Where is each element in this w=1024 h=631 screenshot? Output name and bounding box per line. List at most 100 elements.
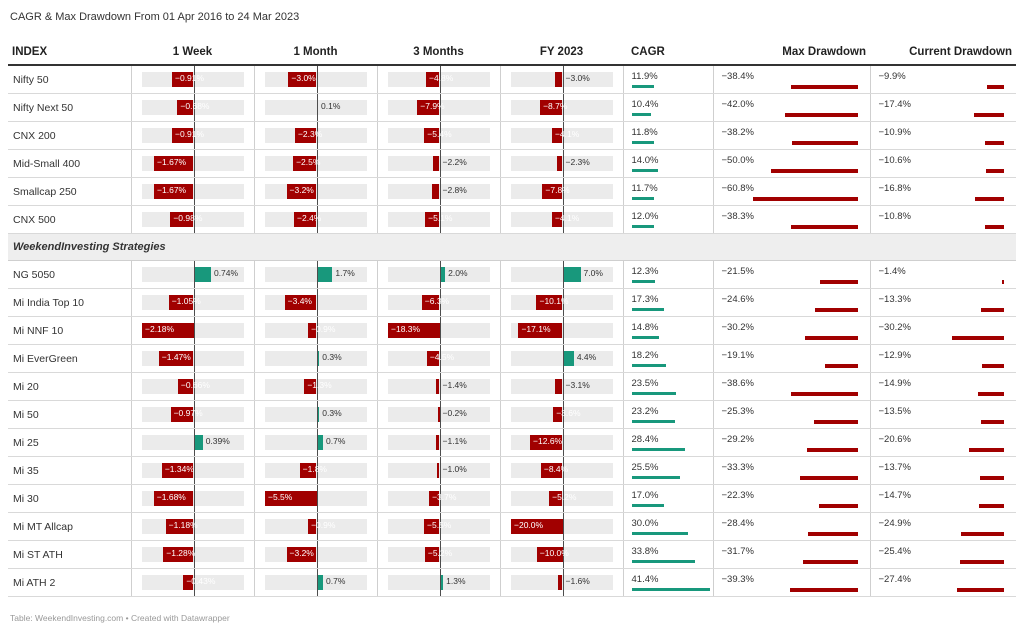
table-row[interactable]: Mi 20 −0.66% −1.3% −1.4% −3.1% 23.5% −38.6% −14… — [8, 372, 1016, 401]
negative-bar — [284, 294, 317, 310]
cagr-bar — [631, 140, 654, 144]
column-header[interactable]: 1 Month — [254, 39, 377, 66]
bar-cell: −0.2% — [377, 400, 501, 429]
zero-line — [562, 540, 564, 568]
drawdown-cell: −30.2% — [870, 316, 1016, 345]
bar-track: −5.5% — [264, 484, 367, 512]
column-header[interactable]: INDEX — [8, 39, 131, 66]
bar-track: 0.74% — [141, 260, 244, 288]
value-label: 7.0% — [583, 267, 603, 278]
cagr-cell: 14.0% — [623, 149, 714, 178]
bar-track: 0.7% — [264, 428, 367, 456]
row-name: CNX 200 — [8, 121, 132, 150]
cagr-value: 11.7% — [631, 182, 658, 194]
bar-track: −18.3% — [387, 316, 490, 344]
zero-line — [439, 512, 441, 540]
table-row[interactable]: Mid-Small 400 −1.67% −2.5% −2.2% −2.3% 14.0% −… — [8, 149, 1016, 178]
negative-bar — [421, 294, 440, 310]
bar-cell: −7.9% — [377, 93, 501, 122]
table-row[interactable]: Nifty 50 −0.91% −3.0% −4.8% −3.0% 11.9% −38.4%… — [8, 65, 1016, 94]
table-row[interactable]: Mi 35 −1.34% −1.8% −1.0% −8.4% 25.5% −33.3% −13… — [8, 456, 1016, 485]
drawdown-cell: −20.6% — [870, 428, 1016, 457]
table-row[interactable]: Mi 50 −0.97% 0.3% −0.2% −3.6% 23.2% −25.3% −13.… — [8, 400, 1016, 429]
table-row[interactable]: Mi India Top 10 −1.05% −3.4% −6.3% −10.1% 17.… — [8, 288, 1016, 317]
zero-line — [316, 288, 318, 316]
zero-line — [562, 316, 564, 344]
table-row[interactable]: Mi 30 −1.68% −5.5% −3.7% −5.2% 17.0% −22.3% −14… — [8, 484, 1016, 513]
drawdown-cell: −38.4% — [713, 65, 871, 94]
bar-cell: −3.0% — [500, 65, 624, 94]
drawdown-value: −28.4% — [721, 517, 755, 529]
zero-line — [562, 260, 564, 288]
bar-cell: −1.68% — [131, 484, 255, 513]
bar-track: −1.6% — [510, 568, 613, 596]
positive-bar — [316, 266, 333, 282]
negative-bar — [177, 99, 194, 115]
negative-bar — [553, 406, 563, 422]
table-row[interactable]: CNX 200 −0.91% −2.3% −5.4% −4.1% 11.8% −38.2% −… — [8, 121, 1016, 150]
table-row[interactable]: NG 5050 0.74% 1.7% 2.0% 7.0% 12.3% −21.5% −1.4% — [8, 260, 1016, 289]
bar-cell: −12.6% — [500, 428, 624, 457]
table-row[interactable]: Mi MT Allcap −1.18% −0.9% −5.5% −20.0% 30.0% −… — [8, 512, 1016, 541]
value-label: −2.3% — [565, 156, 590, 167]
bar-cell: 2.0% — [377, 260, 501, 289]
bar-cell: −5.1% — [377, 205, 501, 234]
bar-track: −0.2% — [387, 400, 490, 428]
row-name: Mi India Top 10 — [8, 288, 132, 317]
bar-cell: −5.2% — [500, 484, 624, 513]
column-header[interactable]: Current Drawdown — [870, 39, 1016, 66]
cagr-value: 12.3% — [631, 265, 659, 277]
column-header[interactable]: 1 Week — [131, 39, 254, 66]
table-row[interactable]: Mi ATH 2 −0.43% 0.7% 1.3% −1.6% 41.4% −39.3% −2… — [8, 568, 1016, 597]
cagr-bar — [631, 531, 689, 535]
zero-line — [439, 400, 441, 428]
column-header[interactable]: Max Drawdown — [713, 39, 870, 66]
column-header[interactable]: 3 Months — [377, 39, 500, 66]
value-label: −3.2% — [289, 547, 314, 558]
bar-track: −2.8% — [387, 177, 490, 205]
column-header[interactable]: CAGR — [623, 39, 713, 66]
drawdown-value: −19.1% — [721, 349, 755, 361]
bar-track: −20.0% — [510, 512, 613, 540]
row-name: Mi 35 — [8, 456, 132, 485]
table-row[interactable]: Mi 25 0.39% 0.7% −1.1% −12.6% 28.4% −29.2% −20.… — [8, 428, 1016, 457]
bar-cell: −2.4% — [254, 205, 378, 234]
cagr-bar — [631, 85, 654, 88]
value-label: 0.7% — [326, 575, 346, 586]
drawdown-value: −12.9% — [878, 349, 912, 361]
zero-line — [316, 400, 318, 428]
bar-track: −2.2% — [387, 149, 490, 177]
drawdown-bar — [805, 335, 858, 340]
bar-cell: −3.2% — [254, 177, 378, 206]
drawdown-cell: −38.2% — [713, 121, 871, 150]
negative-bar — [530, 434, 563, 450]
bar-track: −8.4% — [510, 456, 613, 484]
table-row[interactable]: Mi ST ATH −1.28% −3.2% −5.2% −10.0% 33.8% −31.… — [8, 540, 1016, 569]
value-label: −6.3% — [424, 295, 450, 306]
column-header[interactable]: FY 2023 — [500, 39, 623, 66]
bar-cell: −0.97% — [131, 400, 255, 429]
table-row[interactable]: Mi EverGreen −1.47% 0.3% −4.5% 4.4% 18.2% −19.… — [8, 344, 1016, 373]
table-row[interactable]: Smallcap 250 −1.67% −3.2% −2.8% −7.8% 11.7% −6… — [8, 177, 1016, 206]
negative-bar — [294, 127, 317, 143]
table-row[interactable]: Mi NNF 10 −2.18% −0.9% −18.3% −17.1% 14.8% −30… — [8, 316, 1016, 345]
bar-track: −3.7% — [387, 484, 490, 512]
zero-line — [193, 428, 195, 456]
cagr-cell: 28.4% — [623, 428, 714, 457]
group-row: WeekendInvesting Strategies — [8, 233, 1016, 261]
bar-cell: −1.0% — [377, 456, 501, 485]
bar-cell: −6.3% — [377, 288, 501, 317]
table-row[interactable]: Nifty Next 50 −0.68% 0.1% −7.9% −8.7% 10.4% −4… — [8, 93, 1016, 122]
drawdown-value: −27.4% — [878, 573, 912, 585]
zero-line — [439, 177, 441, 205]
bar-track: −1.34% — [141, 456, 244, 484]
zero-line — [439, 121, 441, 149]
drawdown-bar — [791, 140, 858, 145]
cagr-cell: 12.3% — [623, 260, 714, 289]
cagr-cell: 17.3% — [623, 288, 714, 317]
bar-cell: −0.68% — [131, 93, 255, 122]
drawdown-value: −30.2% — [878, 321, 912, 333]
table-row[interactable]: CNX 500 −0.98% −2.4% −5.1% −4.1% 12.0% −38.3% −… — [8, 205, 1016, 234]
bar-track: −5.1% — [387, 205, 490, 233]
drawdown-bar — [961, 531, 1004, 536]
